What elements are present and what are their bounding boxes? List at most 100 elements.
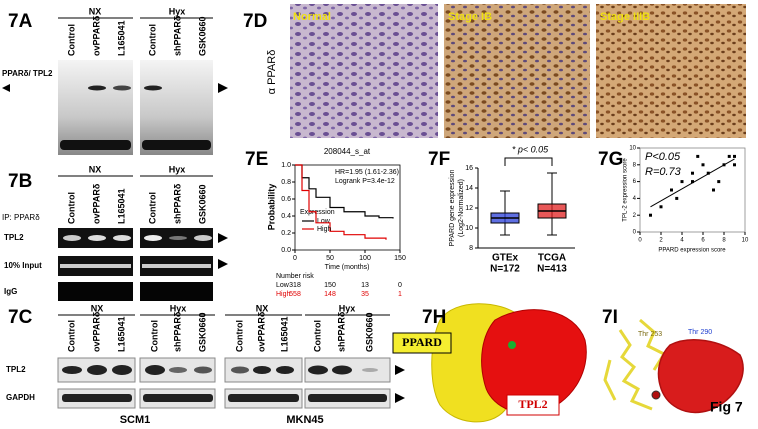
row-label: GAPDH (6, 393, 35, 402)
panel-label: 7E (245, 149, 268, 170)
y-tick-label: 0.2 (281, 230, 291, 237)
stage-label: Stage IB (448, 11, 492, 23)
risk-count: 318 (289, 282, 301, 289)
risk-count: 148 (324, 291, 336, 298)
y-tick-label: 0.0 (281, 247, 291, 254)
lane-label: Control (312, 320, 322, 352)
x-axis-label: PPARD expression score (658, 248, 726, 254)
y-tick-label: 14 (465, 185, 473, 192)
risk-count: 35 (361, 291, 369, 298)
protein-surface (392, 303, 587, 423)
y-tick-label: 8 (469, 245, 473, 252)
lane-label: GSK0660 (197, 312, 207, 352)
lane-label: ovPPARδ (91, 311, 101, 352)
group-header: NX (91, 303, 104, 313)
panel-label: 7C (8, 307, 33, 328)
residue-label: Thr 253 (638, 331, 662, 338)
n-label: N=413 (537, 264, 567, 275)
scatter-point (733, 154, 736, 158)
lane-label: GSK0660 (197, 16, 207, 56)
scatter-point (691, 180, 694, 184)
cell-line: SCM1 (120, 414, 151, 426)
scatter-point (649, 213, 652, 217)
lane-label: L165041 (116, 316, 126, 352)
plot-frame (639, 147, 746, 233)
protein-ribbon (603, 318, 744, 414)
risk-count: 13 (361, 282, 369, 289)
risk-count: 0 (398, 282, 402, 289)
lane-label: Control (147, 24, 157, 56)
lane-label: Control (66, 192, 76, 224)
risk-count: 558 (289, 291, 301, 298)
y-axis-label: PPARD gene expression (449, 169, 456, 246)
scatter-point (670, 188, 673, 192)
lane-label: Control (66, 320, 76, 352)
scatter-point (691, 171, 694, 175)
row-label: TPL2 (6, 365, 26, 374)
lane-label: Control (66, 24, 76, 56)
panel-label: 7D (243, 11, 267, 32)
blot-7c (57, 357, 405, 409)
y-axis-label: TPL-2 expression score (623, 158, 629, 222)
group-header: Hyx (339, 303, 356, 313)
legend-title: Expression (300, 209, 335, 216)
x-axis-label: Time (months) (325, 264, 370, 271)
ip-label: IP: PPARδ (2, 213, 40, 222)
row-label: IgG (4, 287, 17, 296)
y-tick-label: 2 (633, 213, 637, 219)
logrank-text: Logrank P=3.4e-12 (335, 178, 395, 185)
lane-label: ovPPARδ (256, 311, 266, 352)
y-tick-label: 16 (465, 165, 473, 172)
risk-title: Number risk (276, 273, 314, 280)
lane-label: L165041 (116, 20, 126, 56)
lane-label: Control (234, 320, 244, 352)
scatter-point (701, 163, 705, 167)
row-label: TPL2 (4, 233, 24, 242)
hr-text: HR=1.95 (1.61-2.36) (335, 169, 399, 176)
y-tick-label: 10 (465, 225, 473, 232)
plot-frame (294, 164, 401, 251)
stage-label: Stage IIIB (600, 11, 650, 23)
protein-label: TPL2 (518, 397, 547, 411)
risk-count: 150 (324, 282, 336, 289)
band-label: PPARδ/ TPL2 (2, 69, 53, 78)
x-tick-label: 150 (394, 255, 406, 262)
legend-label: High (317, 226, 332, 233)
row-label: 10% Input (4, 261, 42, 270)
group-header: Hyx (169, 6, 186, 16)
scatter-point (733, 163, 736, 167)
risk-row-label: Low (276, 282, 290, 289)
protein-label: PPARD (402, 335, 442, 349)
lane-label: GSK0660 (364, 312, 374, 352)
x-tick-label: 100 (359, 255, 371, 262)
x-tick-label: 4 (680, 238, 684, 244)
y-axis-label: Probability (266, 184, 276, 231)
lane-label: Control (147, 192, 157, 224)
x-tick-label: 8 (722, 238, 726, 244)
y-tick-label: 0.8 (281, 179, 291, 186)
blot-7a (2, 60, 228, 155)
lane-label: shPPARδ (172, 183, 182, 224)
scatter-point (680, 180, 684, 184)
x-tick-label: 50 (326, 255, 334, 262)
group-header: NX (89, 164, 102, 174)
r-value: R=0.73 (645, 166, 682, 178)
km-curve (295, 164, 394, 219)
cell-line: MKN45 (286, 414, 323, 426)
panel-label: 7A (8, 11, 33, 32)
scatter-point (696, 154, 700, 158)
scatter-point (675, 196, 679, 200)
y-tick-label: 0.6 (281, 196, 291, 203)
y-tick-label: 0 (633, 230, 637, 236)
lane-label: GSK0660 (197, 184, 207, 224)
scatter-point (712, 188, 715, 192)
lane-label: shPPARδ (336, 311, 346, 352)
fit-line (650, 158, 735, 208)
lane-label: L165041 (116, 188, 126, 224)
panel-label: 7B (8, 171, 32, 192)
lane-label: L165041 (279, 316, 289, 352)
y-tick-label: 0.4 (281, 213, 291, 220)
lane-label: shPPARδ (172, 311, 182, 352)
legend-label: Low (317, 218, 331, 225)
ihc-images (290, 4, 746, 138)
